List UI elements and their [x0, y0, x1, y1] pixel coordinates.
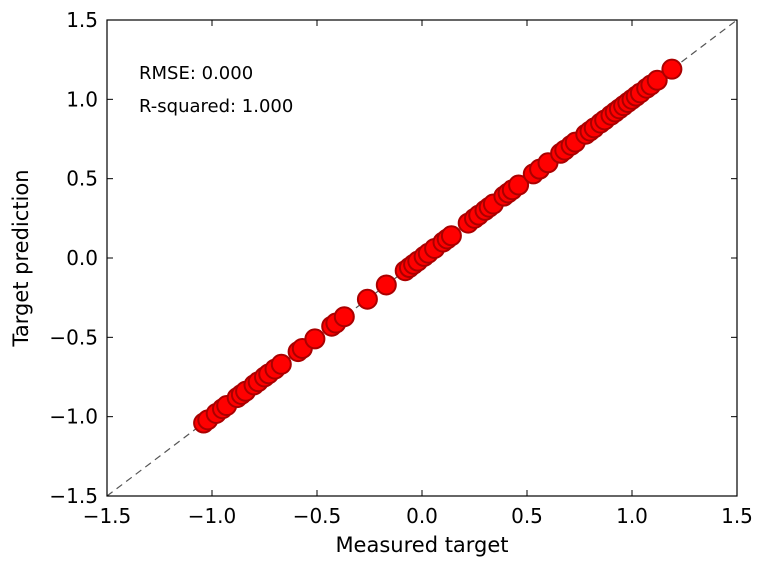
y-tick-label: −0.5 — [49, 325, 98, 349]
data-point — [646, 69, 668, 91]
y-tick-label: 1.0 — [66, 87, 98, 111]
ticks-layer: −1.5 −1.0 −0.5 0.0 0.5 1.0 1.5 −1.5 −1.0 −0.5 0.0 0… — [49, 8, 752, 528]
data-points-layer — [193, 58, 683, 434]
y-axis-label: Target prediction — [9, 169, 33, 347]
y-tick-label: −1.0 — [49, 405, 98, 429]
y-tick-label: 0.0 — [66, 246, 98, 270]
x-tick-label: −1.0 — [188, 504, 237, 528]
data-point — [333, 306, 355, 328]
data-point — [304, 328, 326, 350]
x-tick-label: 1.0 — [616, 504, 648, 528]
data-point — [356, 288, 378, 310]
data-point — [270, 353, 292, 375]
r-squared-annotation: R-squared: 1.000 — [139, 96, 293, 117]
y-tick-label: 1.5 — [66, 8, 98, 32]
data-point — [508, 174, 530, 196]
x-tick-label: −1.5 — [83, 504, 132, 528]
x-axis-label: Measured target — [335, 533, 508, 557]
y-tick-label: −1.5 — [49, 484, 98, 508]
y-tick-label: 0.5 — [66, 167, 98, 191]
x-tick-label: 0.0 — [406, 504, 438, 528]
x-tick-label: 0.5 — [511, 504, 543, 528]
data-point — [661, 58, 683, 80]
x-tick-label: 1.5 — [721, 504, 753, 528]
data-point — [440, 225, 462, 247]
rmse-annotation: RMSE: 0.000 — [139, 63, 253, 84]
x-tick-label: −0.5 — [293, 504, 342, 528]
data-point — [375, 274, 397, 296]
